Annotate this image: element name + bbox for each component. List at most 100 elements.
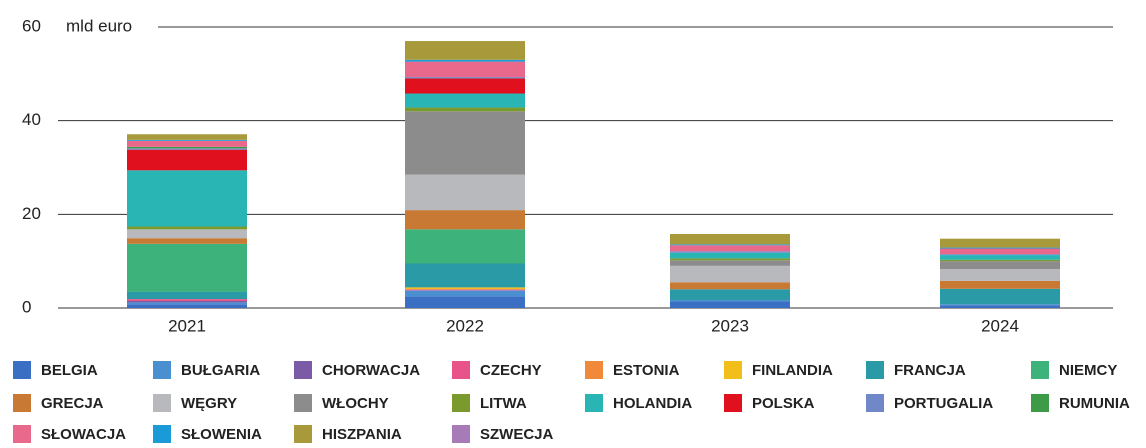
- y-tick-label: 0: [22, 297, 31, 316]
- bar-segment: [405, 175, 525, 211]
- legend-label: CHORWACJA: [322, 362, 420, 379]
- bar-segment: [940, 281, 1060, 289]
- bar-segment: [940, 248, 1060, 249]
- x-tick-label: 2023: [711, 316, 749, 335]
- legend-label: BELGIA: [41, 362, 98, 379]
- legend-label: LITWA: [480, 395, 527, 412]
- bar-segment: [405, 264, 525, 288]
- bar-segment: [670, 301, 790, 308]
- legend-swatch: [294, 361, 312, 379]
- legend-label: RUMUNIA: [1059, 395, 1130, 412]
- legend-swatch: [452, 361, 470, 379]
- legend-swatch: [452, 425, 470, 443]
- bar-segment: [940, 255, 1060, 260]
- bar-segment: [670, 234, 790, 244]
- bar-segment: [940, 239, 1060, 248]
- bar-segment: [940, 289, 1060, 304]
- bar-segment: [405, 287, 525, 289]
- bar-segment: [127, 304, 247, 308]
- legend-swatch: [866, 361, 884, 379]
- bar-segment: [670, 282, 790, 289]
- bar-segment: [670, 253, 790, 259]
- bar-segment: [405, 111, 525, 174]
- bar-segment: [940, 304, 1060, 305]
- legend-label: HISZPANIA: [322, 426, 402, 443]
- legend-label: SŁOWACJA: [41, 426, 126, 443]
- legend-label: BUŁGARIA: [181, 362, 260, 379]
- bar-segment: [127, 292, 247, 299]
- bar-segment: [405, 94, 525, 108]
- x-tick-label: 2021: [168, 316, 206, 335]
- legend-swatch: [866, 394, 884, 412]
- legend-label: SZWECJA: [480, 426, 554, 443]
- bar-segment: [127, 238, 247, 244]
- bar-segment: [405, 296, 525, 308]
- x-tick-label: 2024: [981, 316, 1019, 335]
- legend-swatch: [585, 361, 603, 379]
- bar-segment: [127, 134, 247, 140]
- legend-swatch: [585, 394, 603, 412]
- legend-label: POLSKA: [752, 395, 815, 412]
- bar-segment: [405, 62, 525, 77]
- legend-swatch: [1031, 394, 1049, 412]
- legend-swatch: [13, 394, 31, 412]
- legend-label: WĘGRY: [181, 395, 237, 412]
- legend-label: NIEMCY: [1059, 362, 1117, 379]
- legend-swatch: [452, 394, 470, 412]
- bar-segment: [670, 245, 790, 251]
- legend-label: CZECHY: [480, 362, 542, 379]
- legend-swatch: [724, 361, 742, 379]
- bar-segment: [670, 300, 790, 301]
- bar-segment: [127, 140, 247, 141]
- bar-segment: [670, 260, 790, 266]
- legend-swatch: [1031, 361, 1049, 379]
- legend-label: FRANCJA: [894, 362, 966, 379]
- bar-segment: [127, 302, 247, 304]
- y-tick-label: 40: [22, 110, 41, 129]
- bar-segment: [127, 244, 247, 292]
- bar-segment: [670, 251, 790, 252]
- bar-segment: [405, 289, 525, 290]
- bar-segment: [940, 261, 1060, 269]
- legend-label: WŁOCHY: [322, 395, 389, 412]
- bar-segment: [127, 147, 247, 148]
- legend-swatch: [13, 425, 31, 443]
- bar-segment: [940, 249, 1060, 255]
- y-unit: mld euro: [66, 16, 132, 35]
- bar-segment: [940, 269, 1060, 281]
- bar-segment: [405, 108, 525, 112]
- bar-segment: [127, 301, 247, 302]
- legend-label: PORTUGALIA: [894, 395, 993, 412]
- bar-segment: [127, 227, 247, 230]
- bar-segment: [127, 148, 247, 149]
- legend-swatch: [153, 425, 171, 443]
- legend-label: HOLANDIA: [613, 395, 692, 412]
- bar-segment: [940, 260, 1060, 261]
- bar-segment: [670, 289, 790, 300]
- bar-segment: [127, 299, 247, 301]
- legend-swatch: [13, 361, 31, 379]
- legend-swatch: [153, 394, 171, 412]
- legend-label: SŁOWENIA: [181, 426, 262, 443]
- legend-swatch: [294, 394, 312, 412]
- legend-swatch: [153, 361, 171, 379]
- bar-segment: [127, 170, 247, 226]
- bar-segment: [405, 229, 525, 263]
- x-tick-label: 2022: [446, 316, 484, 335]
- legend-label: FINLANDIA: [752, 362, 833, 379]
- bar-segment: [405, 210, 525, 229]
- legend-label: GRECJA: [41, 395, 104, 412]
- legend-swatch: [294, 425, 312, 443]
- y-tick-label: 60: [22, 16, 41, 35]
- bar-segment: [405, 41, 525, 60]
- bar-segment: [670, 258, 790, 260]
- legend-label: ESTONIA: [613, 362, 680, 379]
- bar-segment: [127, 141, 247, 147]
- bar-segment: [127, 150, 247, 171]
- bar-segment: [670, 244, 790, 245]
- bar-segment: [405, 60, 525, 62]
- bar-segment: [670, 266, 790, 282]
- bar-segment: [405, 79, 525, 94]
- y-tick-label: 20: [22, 204, 41, 223]
